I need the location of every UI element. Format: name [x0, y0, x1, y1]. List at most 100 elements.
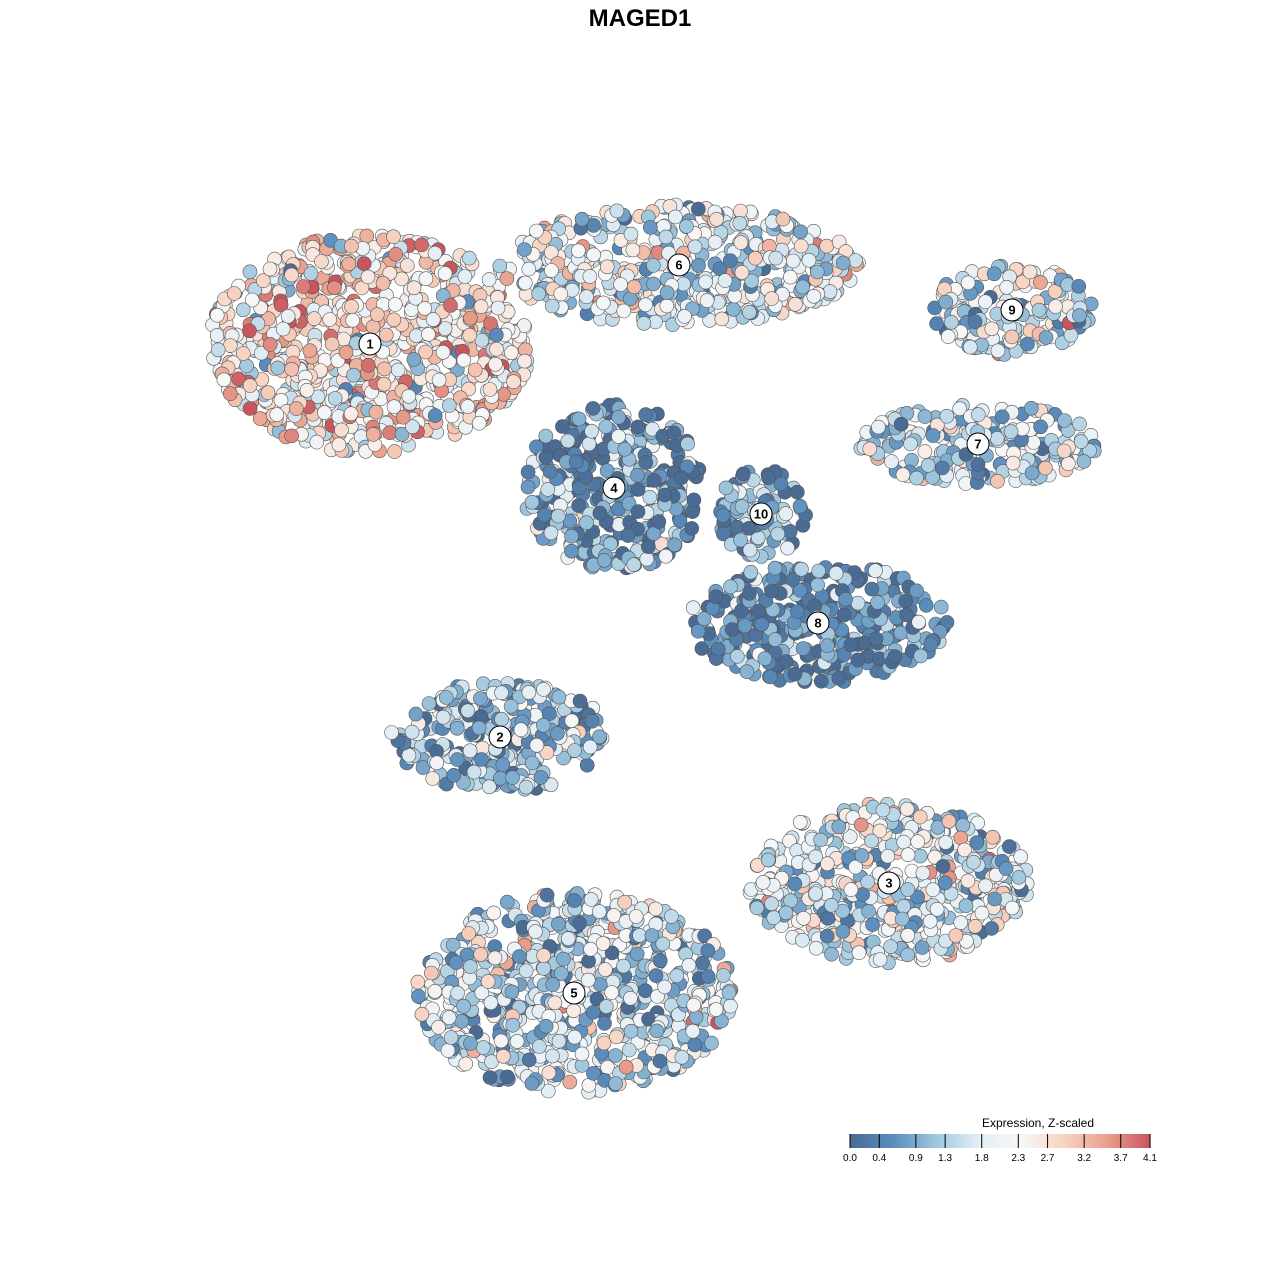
scatter-point [739, 664, 755, 680]
scatter-point [914, 940, 930, 955]
scatter-point [435, 709, 451, 725]
scatter-point [970, 457, 986, 472]
scatter-point [742, 586, 757, 601]
scatter-point [540, 1083, 556, 1099]
legend-color-segment [1042, 1134, 1046, 1148]
cluster-label-badge [806, 611, 830, 635]
scatter-point [566, 893, 582, 908]
scatter-point [482, 1070, 498, 1085]
cluster-label-4: 4 [602, 476, 626, 500]
scatter-point [1033, 275, 1048, 290]
cluster-label-10: 10 [749, 502, 773, 526]
scatter-point [571, 243, 586, 259]
scatter-point [669, 968, 685, 984]
scatter-point [788, 296, 803, 312]
scatter-point [499, 894, 515, 910]
scatter-point [686, 492, 702, 508]
cluster-label-badge [667, 253, 691, 277]
scatter-point [505, 1017, 521, 1033]
cluster-label-5: 5 [562, 981, 586, 1005]
scatter-point [686, 997, 702, 1013]
scatter-point [567, 1029, 582, 1045]
scatter-point [835, 924, 851, 939]
scatter-point [431, 1019, 446, 1035]
scatter-point [566, 1003, 581, 1019]
scatter-point [625, 242, 641, 258]
scatter-point [609, 203, 625, 219]
scatter-point [761, 470, 776, 486]
legend-color-segment [1105, 1134, 1109, 1148]
scatter-point [742, 542, 758, 558]
scatter-point [842, 829, 858, 844]
scatter-point [226, 286, 242, 301]
scatter-point [466, 764, 482, 780]
legend-color-segment [1112, 1134, 1116, 1148]
legend-color-segment [997, 1134, 1001, 1148]
scatter-point [820, 910, 836, 926]
scatter-point [848, 859, 863, 875]
scatter-point [545, 977, 561, 992]
scatter-point [421, 696, 437, 711]
scatter-point [831, 670, 847, 686]
legend-color-segment [940, 1134, 944, 1148]
legend-color-segment [945, 1134, 949, 1148]
scatter-point [1038, 460, 1053, 476]
legend-color-segment [1065, 1134, 1069, 1148]
cluster-label-badge [488, 725, 512, 749]
scatter-point [896, 834, 912, 850]
scatter-point [528, 924, 543, 939]
scatter-point [365, 319, 381, 335]
scatter-point [734, 265, 750, 280]
scatter-point [441, 398, 457, 413]
scatter-point [948, 928, 964, 943]
legend-tick-label: 0.4 [872, 1153, 886, 1164]
legend-color-segment [1140, 1134, 1144, 1148]
scatter-point [1076, 454, 1092, 469]
scatter-point [640, 539, 656, 555]
scatter-point [344, 299, 359, 314]
scatter-point [415, 760, 431, 775]
scatter-point [365, 427, 381, 442]
scatter-point [408, 706, 424, 722]
scatter-point [652, 953, 668, 969]
scatter-point [967, 918, 983, 934]
legend-color-segment [935, 1134, 939, 1148]
scatter-point [1071, 278, 1087, 294]
scatter-point [270, 360, 286, 376]
legend-color-segment [1087, 1134, 1091, 1148]
scatter-point [456, 352, 472, 368]
scatter-point [642, 220, 658, 235]
scatter-point [646, 258, 661, 273]
legend-color-segment [982, 1134, 986, 1148]
legend-color-segment [1120, 1134, 1124, 1148]
scatter-point [985, 829, 1001, 845]
scatter-point [854, 848, 870, 863]
scatter-point [694, 641, 710, 656]
cluster-label-text: 8 [814, 616, 821, 631]
scatter-point [717, 273, 733, 288]
scatter-point [617, 894, 633, 910]
scatter-point [520, 464, 536, 480]
scatter-point [486, 905, 502, 921]
legend-color-segment [1035, 1134, 1039, 1148]
legend-color-segment [932, 1134, 936, 1148]
legend-color-segment [855, 1134, 859, 1148]
scatter-point [544, 298, 560, 314]
scatter-point [913, 648, 929, 664]
scatter-point [414, 1006, 430, 1022]
scatter-point [471, 720, 487, 736]
scatter-point [673, 470, 689, 486]
scatter-point [822, 284, 838, 299]
scatter-point [461, 250, 477, 266]
scatter-point [813, 832, 828, 848]
scatter-point [405, 419, 420, 435]
legend-color-segment [875, 1134, 879, 1148]
legend-color-segment [960, 1134, 964, 1148]
legend-color-segment [1032, 1134, 1036, 1148]
scatter-point [900, 882, 916, 897]
legend-color-segment [1132, 1134, 1136, 1148]
cluster-label-badge [877, 871, 901, 895]
scatter-point [302, 343, 318, 359]
scatter-point [1024, 465, 1040, 481]
scatter-point [429, 755, 445, 771]
